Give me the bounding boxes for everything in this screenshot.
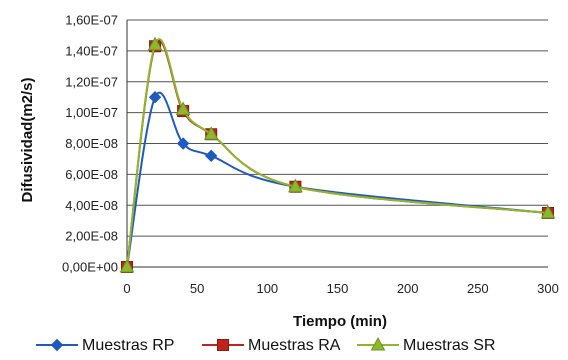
axes [126,20,548,268]
legend: Muestras RP Muestras RA Muestras SR [36,336,495,354]
legend-item: Muestras SR [357,336,495,354]
series-group [119,36,556,274]
legend-label: Muestras RP [82,337,174,354]
series-3 [119,36,556,273]
series-1 [120,90,555,274]
x-tick-label: 50 [190,281,204,296]
y-tick-label: 1,60E-07 [65,13,118,28]
y-tick-labels: 0,00E+00 2,00E-08 4,00E-08 6,00E-08 8,00E-08… [62,13,118,275]
data-point [204,149,218,163]
data-point [540,204,556,219]
y-tick-label: 4,00E-08 [65,198,118,213]
series-line [126,39,549,268]
legend-item: Muestras RA [202,337,341,354]
legend-marker [217,339,229,351]
y-tick-label: 0,00E+00 [62,260,118,275]
legend-marker [370,336,386,351]
y-tick-label: 1,20E-07 [65,74,118,89]
x-tick-label: 150 [327,281,349,296]
series-2 [121,39,554,273]
legend-marker [50,338,64,352]
data-point [119,258,135,273]
x-tick-label: 250 [467,281,489,296]
x-tick-labels: 0 50 100 150 200 250 300 [123,281,558,296]
y-axis-label: Difusividad(m2/s) [19,77,36,202]
data-point [176,137,190,150]
series-line [126,38,549,268]
x-tick-label: 300 [537,281,559,296]
y-tick-label: 8,00E-08 [65,136,118,151]
y-tick-label: 2,00E-08 [65,229,118,244]
data-point [147,36,163,51]
data-point [148,90,162,104]
data-point [175,101,191,116]
grid-lines [127,19,548,237]
x-axis-label: Tiempo (min) [293,313,387,330]
y-tick-label: 1,00E-07 [65,105,118,120]
x-tick-label: 0 [123,281,130,296]
legend-label: Muestras SR [403,337,495,354]
legend-label: Muestras RA [248,337,341,354]
legend-item: Muestras RP [36,337,174,354]
x-tick-label: 100 [256,281,278,296]
data-point [288,178,303,193]
y-tick-label: 6,00E-08 [65,167,118,182]
x-tick-label: 200 [397,281,419,296]
series-line [126,91,549,268]
data-point [203,126,219,140]
y-tick-label: 1,40E-07 [65,43,118,58]
